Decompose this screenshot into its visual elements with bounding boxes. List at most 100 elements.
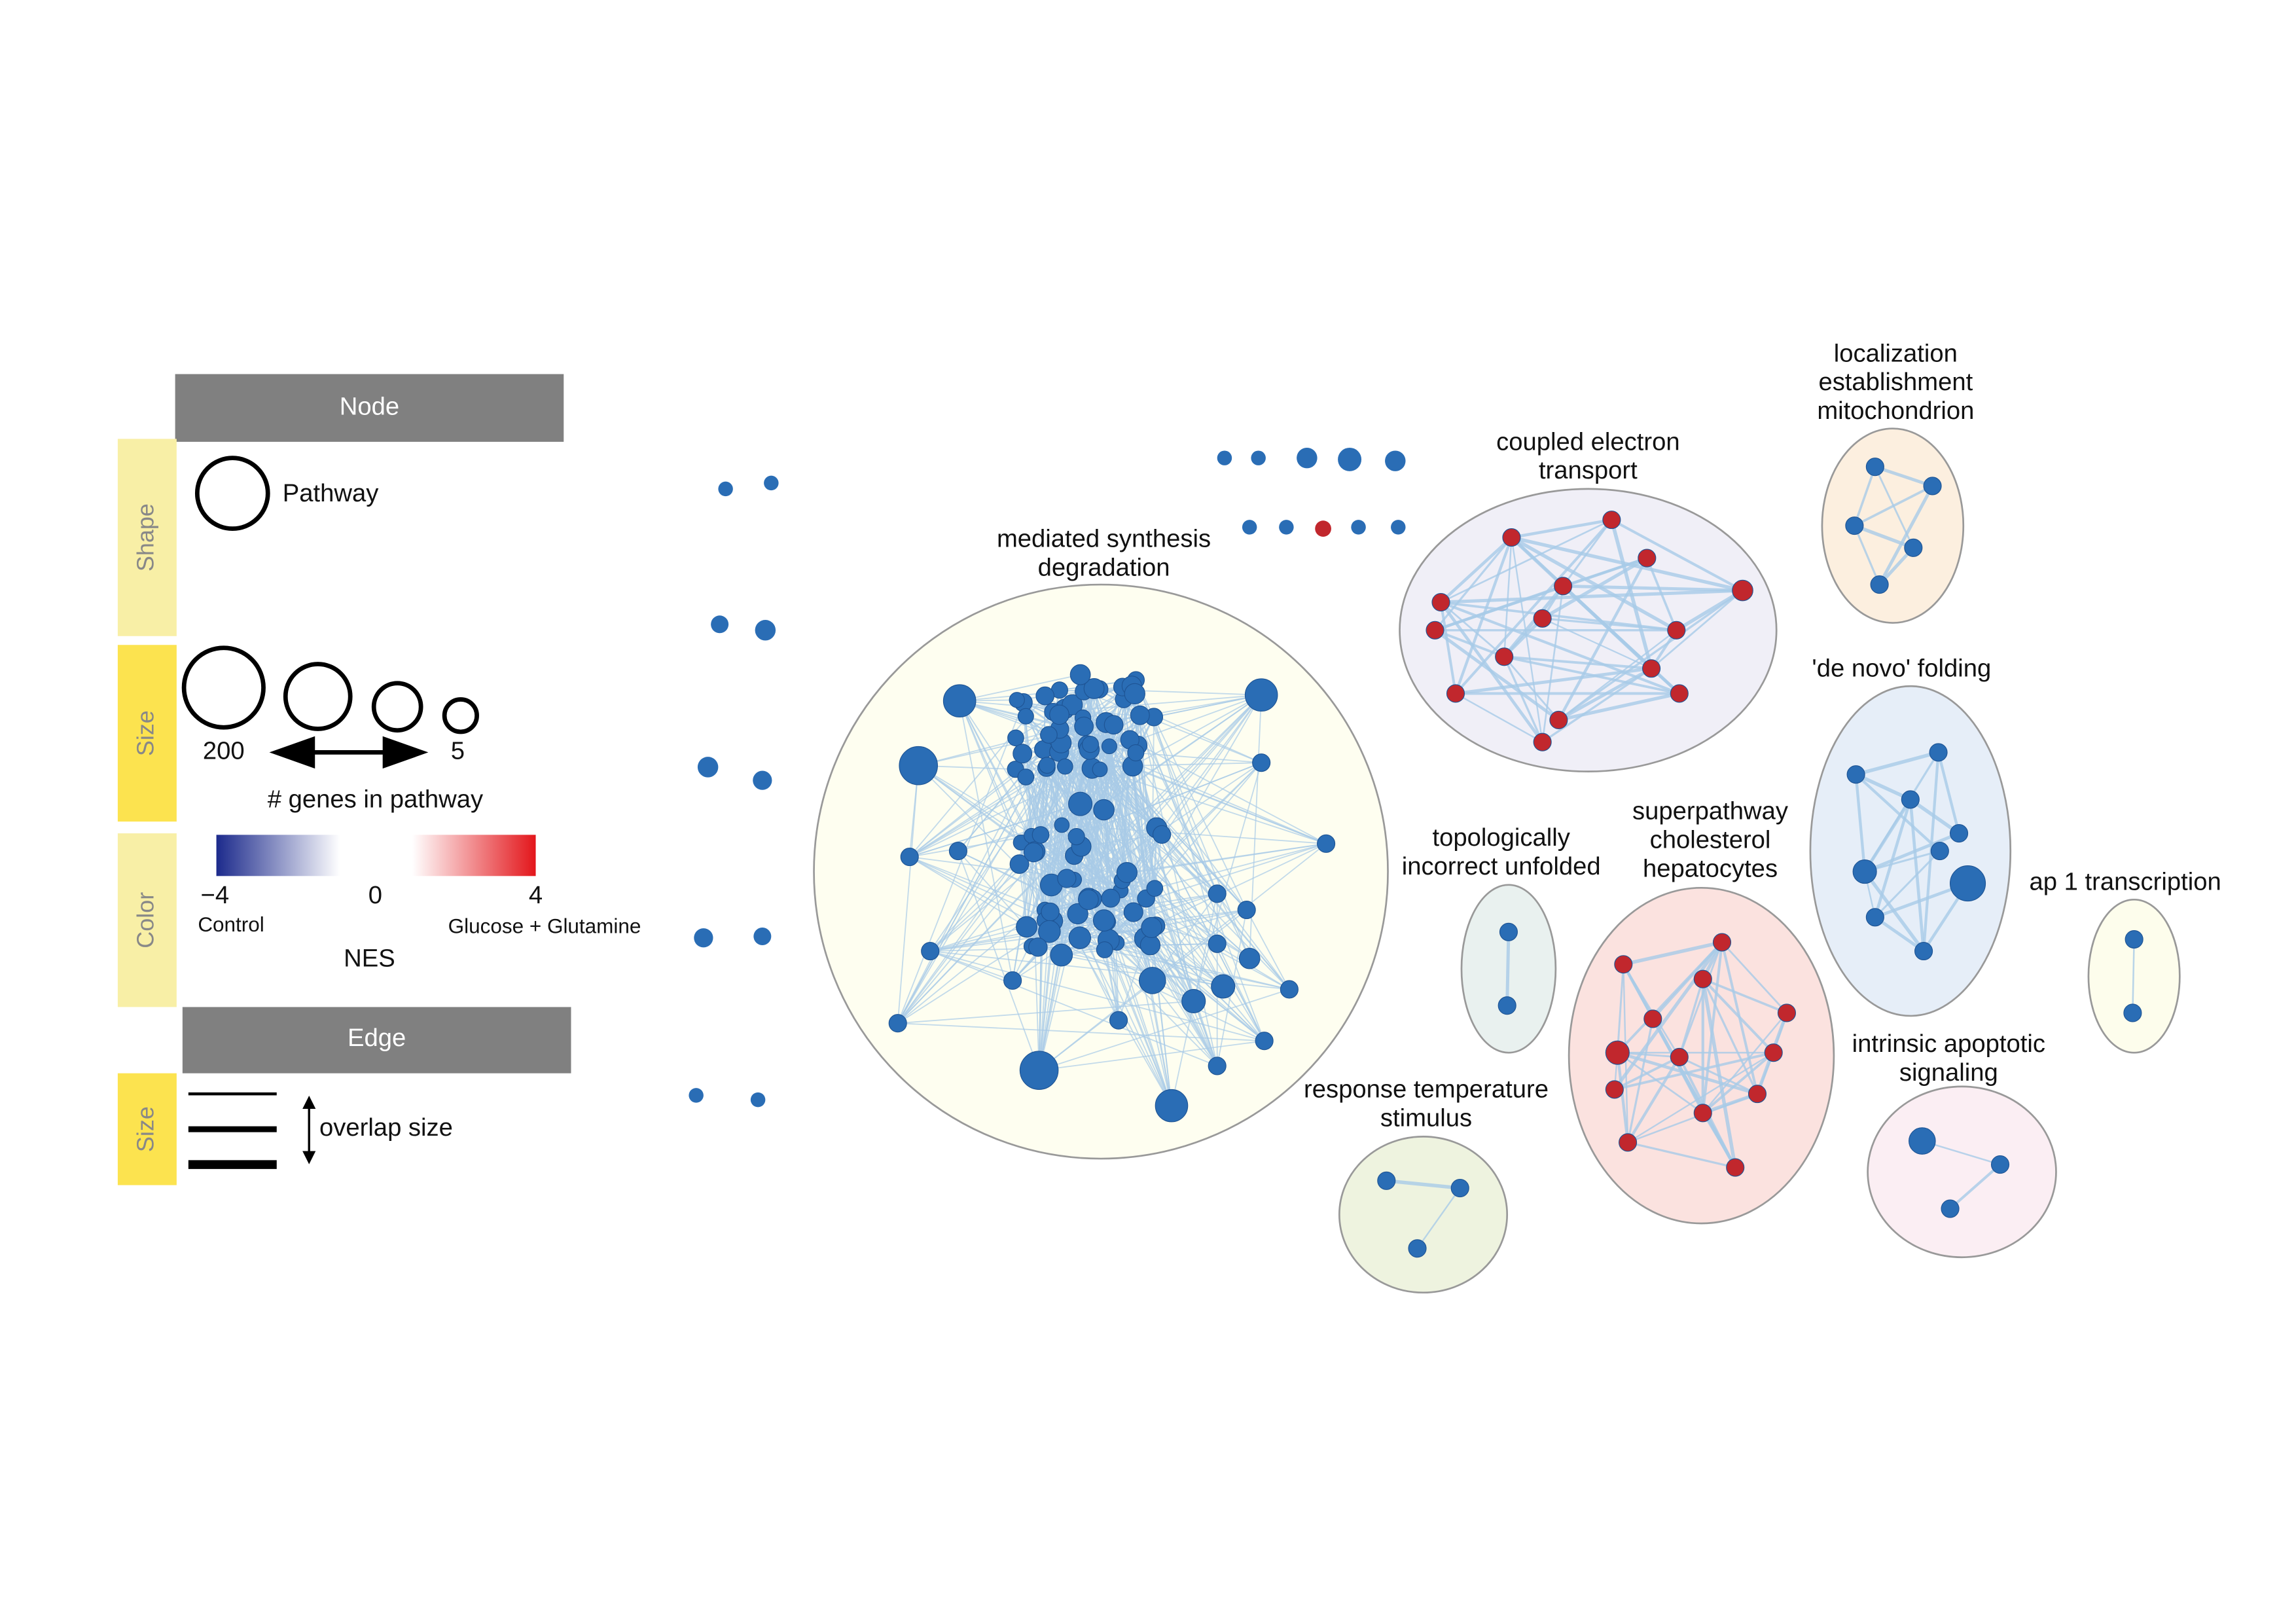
pathway-node [1139,935,1161,956]
edge [1853,525,1881,585]
shape-label: Shape [132,503,158,571]
pathway-node [1152,825,1172,844]
edge [1455,666,1652,695]
edge [1627,1092,1758,1144]
edge [1083,691,1147,899]
edge [1434,629,1505,659]
pathway-node [1251,450,1266,465]
pathway-node [753,770,772,790]
pathway-node [697,757,719,778]
pathway-node [1242,520,1257,535]
edge [897,702,1024,1024]
edge [1022,753,1250,959]
edge [1505,931,1511,1006]
edge [1678,942,1723,1058]
edge [1613,941,1724,1091]
pathway-node [1317,834,1336,853]
edge [1864,850,1941,873]
pathway-node [1208,934,1227,953]
size-box [117,645,177,822]
edge [1104,909,1247,950]
pathway-node [1124,683,1145,705]
pathway-node [1082,736,1100,753]
edge-size-box [117,1073,177,1185]
edge [1616,1052,1630,1143]
edge [1018,694,1262,865]
pathway-node [1078,889,1099,911]
edge [1079,687,1123,804]
cluster-label: mediated synthesis [997,525,1211,553]
pathway-node [1138,967,1166,994]
edge [1136,752,1262,764]
pathway-node [1870,575,1889,594]
pathway-node [1431,593,1450,612]
edge [1854,484,1933,527]
cluster-label: transport [1539,456,1638,484]
edge [1613,1056,1680,1091]
edge [1434,628,1560,721]
edge [909,856,1028,928]
pathway-node [1446,684,1465,703]
edge [1052,694,1262,713]
pathway-node [1949,865,1986,902]
pathway-node [1642,659,1661,678]
edge [1874,916,1925,952]
pathway-node [1181,988,1206,1014]
pathway-node [1279,520,1294,535]
pathway-node [1255,1032,1274,1051]
pathway-node [1031,826,1050,844]
edge [1874,465,1933,488]
cluster: 'de novo' folding [1809,655,2012,1017]
cluster-label: ap 1 transcription [2030,868,2221,896]
edge [1103,762,1262,921]
edge [1542,617,1652,670]
pathway-node [1619,1133,1638,1152]
pathway-node [1385,450,1406,471]
edge [1702,1112,1736,1168]
pathway-node [1502,528,1521,547]
edge [897,803,1081,1024]
pathway-node [2125,929,2144,949]
pathway-node [1069,664,1091,685]
edge [1090,744,1157,829]
edge [1434,585,1564,632]
pathway-node [1067,903,1088,925]
edge [1541,667,1652,744]
cluster-label: 'de novo' folding [1812,655,1991,683]
edge [2132,939,2135,1013]
pathway-node [1712,933,1732,952]
edge [1937,751,1961,834]
pathway-label: Pathway [283,479,379,507]
edge [1022,753,1032,836]
pathway-node [1351,520,1366,535]
edge [1863,799,1912,873]
edge [1558,691,1680,722]
cluster-label: cholesterol [1650,826,1771,854]
edge [1434,537,1513,631]
edge [1701,979,1737,1168]
edge [1061,954,1223,987]
edge [897,776,1027,1024]
pathway-node [1092,909,1115,932]
edge [1562,519,1613,587]
edge [1864,831,1960,873]
pathway-node [1852,859,1877,884]
pathway-node [1130,705,1150,725]
edge [1246,909,1290,990]
pathway-node [1670,684,1689,703]
edge [1558,629,1677,721]
edge [1151,909,1247,928]
pathway-node [899,746,938,785]
pathway-node [1155,1089,1189,1123]
edge [1679,1056,1758,1095]
edge [1104,949,1290,990]
cluster-label: coupled electron [1496,427,1679,456]
edge [1503,656,1544,743]
pathway-node [1096,941,1113,958]
pathway-node [1050,943,1073,967]
pathway-node [1450,1178,1469,1198]
